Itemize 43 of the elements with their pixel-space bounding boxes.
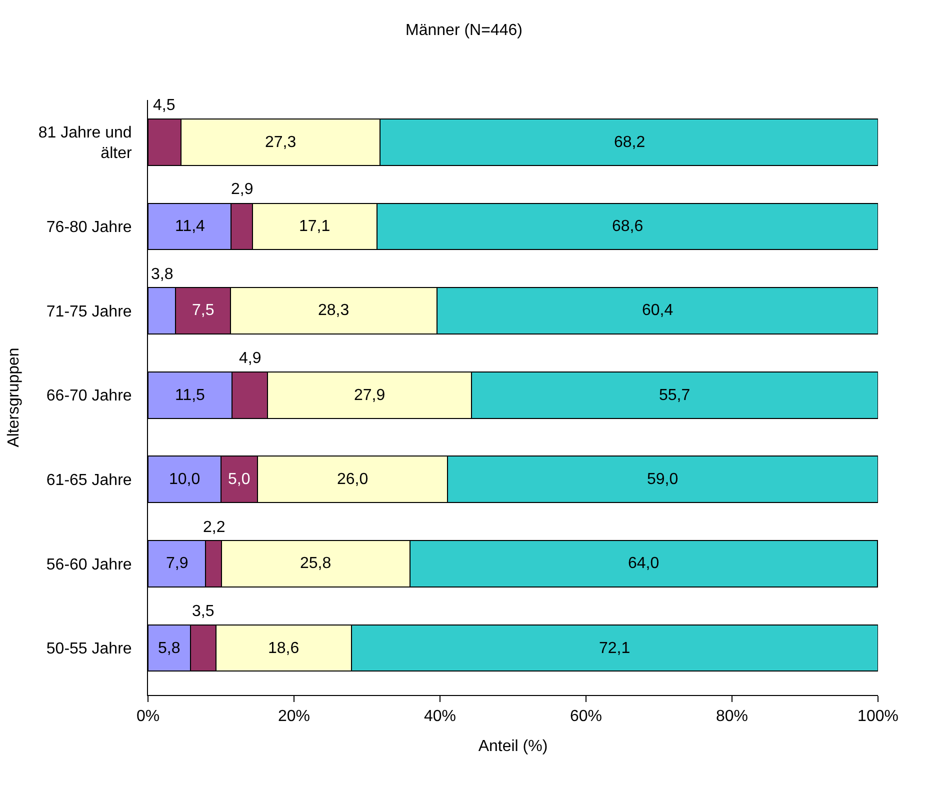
data-label: 5,0 — [228, 471, 250, 488]
data-label: 5,8 — [158, 640, 180, 657]
data-label: 2,2 — [203, 519, 226, 536]
data-label: 2,9 — [231, 181, 254, 198]
x-tick-label: 80% — [716, 708, 748, 726]
data-label: 18,6 — [268, 640, 300, 657]
data-label: 68,2 — [614, 134, 646, 151]
x-tick-label: 40% — [424, 708, 456, 726]
x-tick-label: 100% — [858, 708, 898, 726]
x-tick-label: 20% — [278, 708, 310, 726]
data-label: 3,8 — [151, 266, 174, 283]
data-label: 11,5 — [175, 387, 206, 404]
data-label: 72,1 — [599, 640, 630, 657]
x-axis-title: Anteil (%) — [478, 738, 548, 755]
y-tick-label: 56-60 Jahre — [46, 556, 132, 574]
y-tick-label: 50-55 Jahre — [46, 640, 132, 658]
data-label: 3,5 — [192, 603, 214, 620]
data-label: 4,5 — [153, 97, 176, 114]
data-label: 28,3 — [318, 302, 350, 319]
y-tick-label: 71-75 Jahre — [46, 303, 132, 320]
x-tick-label: 0% — [136, 708, 160, 726]
data-label: 7,9 — [166, 555, 188, 572]
y-axis-title: Altersgruppen — [5, 348, 22, 448]
y-tick-label: 76-80 Jahre — [46, 219, 132, 236]
y-tick-label: 61-65 Jahre — [46, 472, 132, 489]
data-label: 64,0 — [628, 555, 660, 572]
data-label: 11,4 — [175, 218, 206, 235]
chart-title: Männer (N=446) — [406, 22, 522, 39]
data-label: 4,9 — [239, 350, 262, 367]
data-label: 60,4 — [642, 302, 674, 319]
y-tick-label: 81 Jahre und älter — [38, 124, 132, 162]
x-tick-label: 60% — [570, 708, 602, 726]
data-label: 27,3 — [265, 134, 296, 151]
data-label: 25,8 — [300, 555, 332, 572]
data-label: 27,9 — [354, 387, 386, 404]
data-label: 7,5 — [192, 302, 214, 319]
data-label: 68,6 — [612, 218, 644, 235]
y-tick-label: 66-70 Jahre — [46, 388, 132, 405]
data-label: 26,0 — [337, 471, 368, 488]
data-label: 55,7 — [659, 387, 690, 404]
data-label: 59,0 — [647, 471, 678, 488]
data-label: 17,1 — [299, 218, 330, 235]
data-label: 10,0 — [169, 471, 200, 488]
